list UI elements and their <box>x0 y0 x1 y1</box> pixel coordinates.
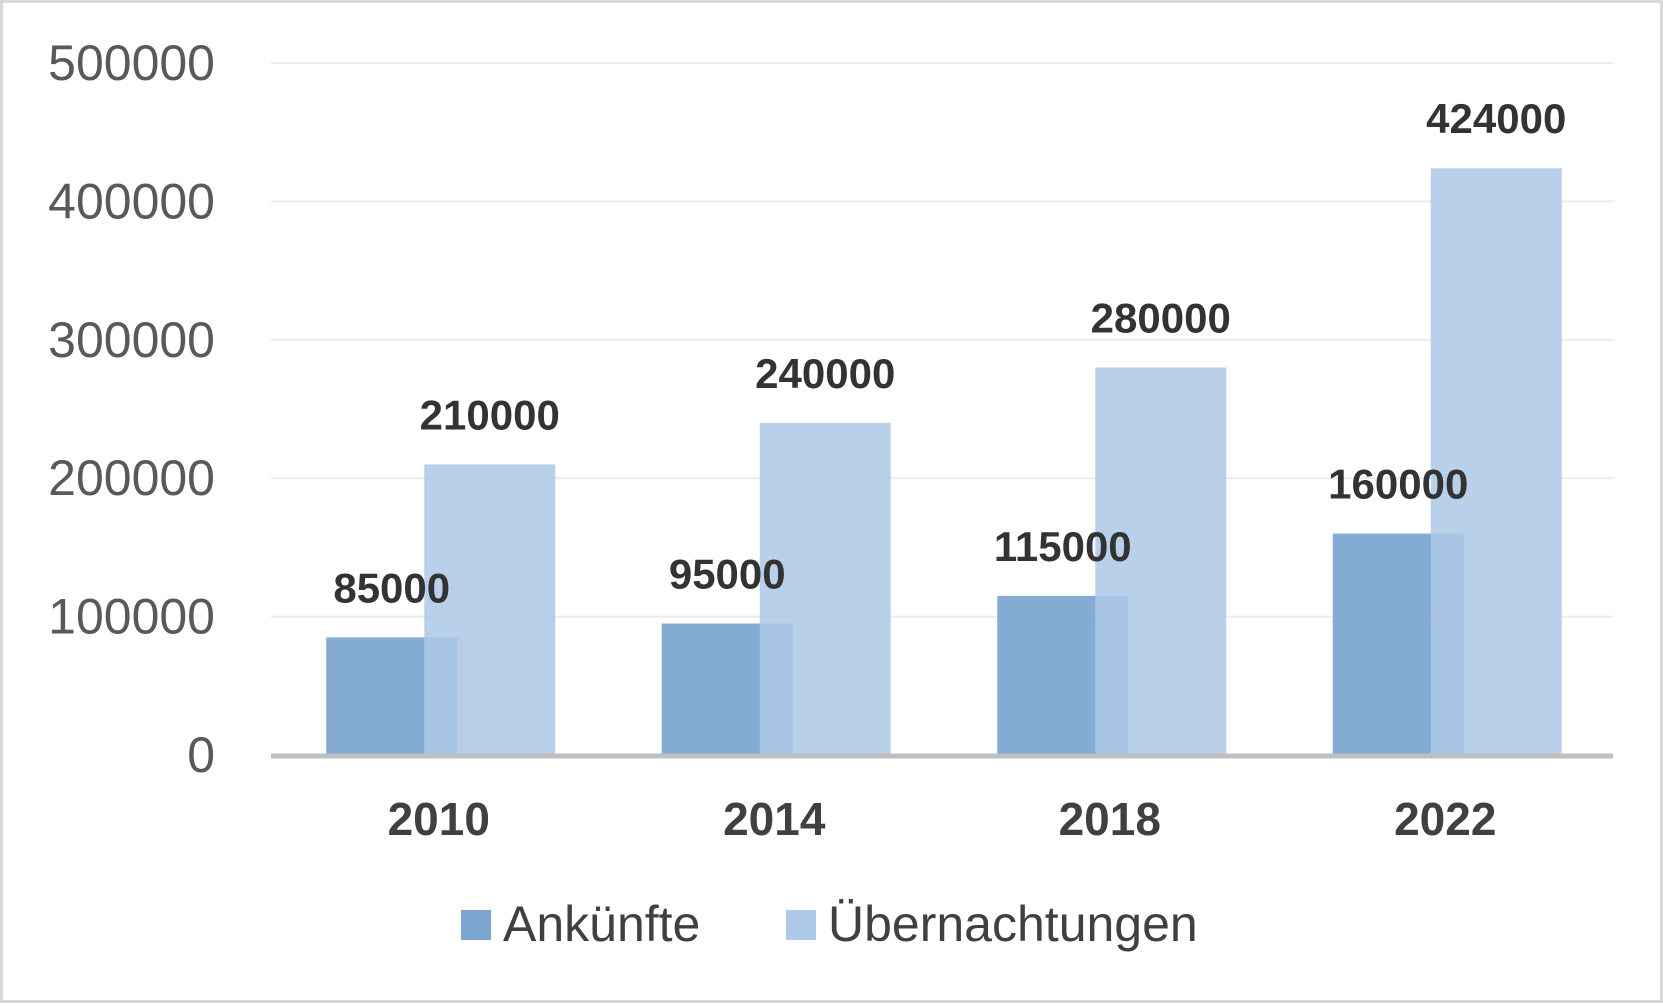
bar-chart: 0 100000 200000 300000 400000 500000 85000 210… <box>48 35 1613 952</box>
data-label: 240000 <box>755 350 895 397</box>
data-label: 115000 <box>994 523 1132 570</box>
bar-uebernachtungen-2014 <box>759 422 891 755</box>
y-tick-label: 100000 <box>48 589 215 645</box>
data-label: 160000 <box>1328 461 1468 508</box>
bar-uebernachtungen-2018 <box>1095 367 1227 755</box>
x-tick-label: 2018 <box>1059 793 1161 845</box>
y-tick-label: 400000 <box>48 173 215 229</box>
data-label: 280000 <box>1091 294 1231 341</box>
y-axis: 0 100000 200000 300000 400000 500000 <box>48 35 215 783</box>
legend-swatch <box>786 910 816 940</box>
y-tick-label: 0 <box>187 727 215 783</box>
x-tick-label: 2014 <box>723 793 826 845</box>
legend: Ankünfte Übernachtungen <box>461 896 1198 952</box>
data-label: 210000 <box>420 391 560 438</box>
data-label: 95000 <box>669 551 786 598</box>
bar-uebernachtungen-2010 <box>424 464 556 755</box>
x-tick-label: 2022 <box>1394 793 1496 845</box>
data-label: 424000 <box>1426 95 1566 142</box>
y-tick-label: 200000 <box>48 450 215 506</box>
x-axis: 2010 2014 2018 2022 <box>271 753 1613 845</box>
data-labels: 85000 210000 95000 240000 115000 280000 160000… <box>333 95 1566 611</box>
y-tick-label: 300000 <box>48 312 215 368</box>
legend-label: Ankünfte <box>503 896 700 952</box>
legend-swatch <box>461 910 491 940</box>
bar-uebernachtungen-2022 <box>1430 168 1562 755</box>
data-label: 85000 <box>333 564 450 611</box>
y-tick-label: 500000 <box>48 35 215 91</box>
bars <box>326 168 1562 755</box>
x-tick-label: 2010 <box>388 793 490 845</box>
legend-label: Übernachtungen <box>828 896 1198 952</box>
